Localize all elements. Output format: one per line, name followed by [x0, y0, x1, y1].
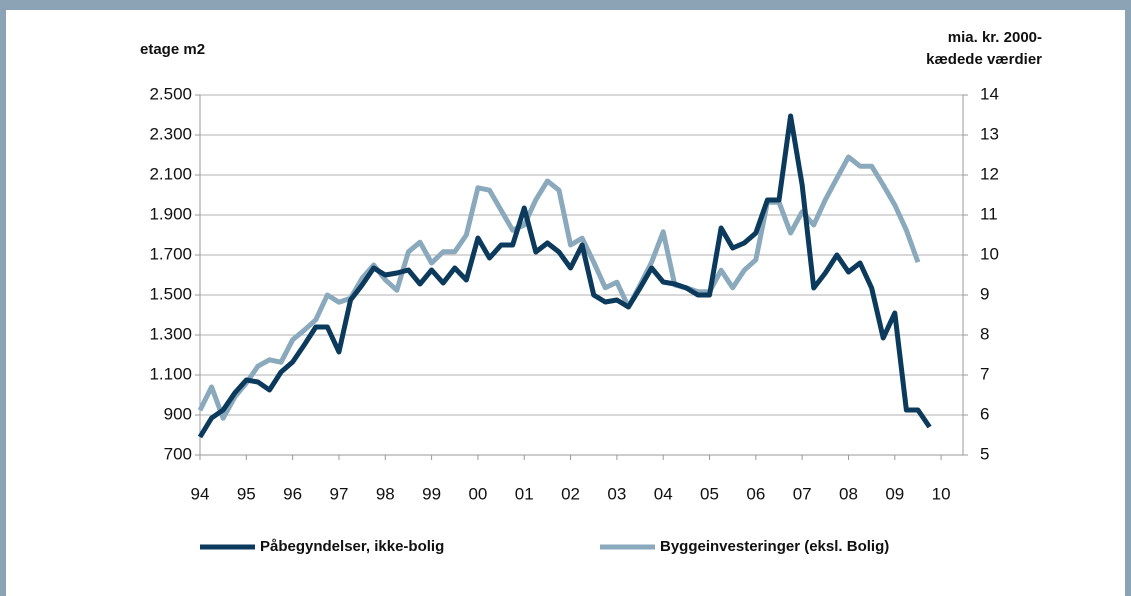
y-tick-label: 1.300 — [149, 324, 192, 343]
x-tick-label: 96 — [283, 484, 302, 503]
legend-label: Byggeinvesteringer (eksl. Bolig) — [660, 538, 889, 555]
x-tick-label: 03 — [607, 484, 626, 503]
y-axis-label: etage m2 — [140, 41, 205, 58]
x-tick-label: 94 — [191, 484, 210, 503]
y2-tick-label: 6 — [980, 404, 989, 423]
y-tick-label: 1.500 — [149, 284, 192, 303]
y2-axis-label: kædede værdier — [926, 51, 1042, 68]
y2-tick-label: 13 — [980, 124, 999, 143]
y2-tick-label: 8 — [980, 324, 989, 343]
y-tick-label: 2.100 — [149, 164, 192, 183]
y2-tick-label: 9 — [980, 284, 989, 303]
y2-tick-label: 12 — [980, 164, 999, 183]
y2-tick-label: 7 — [980, 364, 989, 383]
x-tick-label: 97 — [329, 484, 348, 503]
y2-tick-label: 5 — [980, 444, 989, 463]
x-tick-label: 06 — [746, 484, 765, 503]
x-tick-label: 99 — [422, 484, 441, 503]
y-tick-label: 2.500 — [149, 84, 192, 103]
x-tick-label: 04 — [654, 484, 673, 503]
legend-label: Påbegyndelser, ikke-bolig — [260, 538, 444, 555]
y2-tick-label: 10 — [980, 244, 999, 263]
y-tick-label: 900 — [164, 404, 192, 423]
x-tick-label: 02 — [561, 484, 580, 503]
y-tick-label: 1.900 — [149, 204, 192, 223]
y-tick-label: 1.100 — [149, 364, 192, 383]
x-tick-label: 09 — [885, 484, 904, 503]
y2-tick-label: 14 — [980, 84, 999, 103]
y2-axis-label: mia. kr. 2000- — [948, 29, 1042, 46]
x-tick-label: 95 — [237, 484, 256, 503]
x-tick-label: 05 — [700, 484, 719, 503]
x-tick-label: 08 — [839, 484, 858, 503]
x-tick-label: 98 — [376, 484, 395, 503]
x-tick-label: 01 — [515, 484, 534, 503]
y2-tick-label: 11 — [980, 204, 998, 223]
y-tick-label: 1.700 — [149, 244, 192, 263]
line-series — [197, 113, 932, 439]
y-tick-label: 700 — [164, 444, 192, 463]
line-series — [197, 154, 921, 421]
x-tick-label: 00 — [468, 484, 487, 503]
x-tick-label: 07 — [793, 484, 812, 503]
x-tick-label: 10 — [932, 484, 951, 503]
y-tick-label: 2.300 — [149, 124, 192, 143]
chart: etage m2 mia. kr. 2000- kædede værdier 2… — [140, 29, 1042, 555]
